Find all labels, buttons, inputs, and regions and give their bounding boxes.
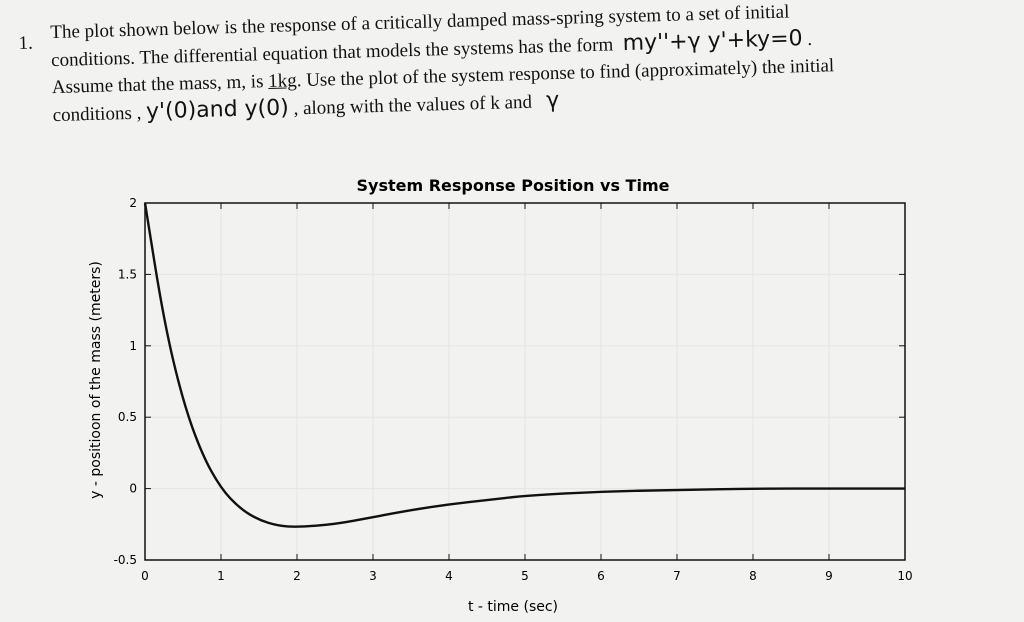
text: , along with the values of k and (288, 91, 533, 120)
y-tick-label: 0 (129, 482, 137, 496)
text: conditions , (52, 102, 142, 127)
y-tick-label: 0.5 (118, 410, 137, 424)
x-tick-label: 2 (293, 569, 301, 583)
y-tick-label: -0.5 (114, 553, 137, 567)
response-curve (143, 202, 905, 528)
x-tick-label: 1 (217, 569, 225, 583)
text: . (802, 28, 813, 51)
x-tick-label: 6 (597, 569, 605, 583)
x-tick-label: 7 (673, 569, 681, 583)
plot-frame (144, 202, 906, 561)
mass-value: 1kg (267, 70, 297, 93)
response-chart: System Response Position vs Time t - tim… (88, 176, 913, 615)
problem-statement: 1. The plot shown below is the response … (18, 0, 1021, 130)
x-tick-label: 0 (141, 569, 149, 583)
chart-title: System Response Position vs Time (357, 176, 670, 195)
x-axis-label: t - time (sec) (468, 599, 558, 615)
x-tick-label: 10 (897, 569, 912, 583)
x-tick-label: 5 (521, 569, 529, 583)
x-tick-label: 3 (369, 569, 377, 583)
initial-conditions: y'(0)and y(0) (145, 95, 290, 125)
text: Assume that the mass, m, is (51, 71, 269, 99)
problem-number: 1. (18, 32, 34, 54)
y-tick-label: 1 (129, 339, 137, 353)
y-tick-label: 2 (129, 196, 137, 210)
x-tick-label: 8 (749, 569, 757, 583)
y-axis-label: y - positioon of the mass (meters) (88, 261, 104, 499)
differential-equation: my''+γ y'+ky=0 (622, 26, 803, 57)
x-tick-label: 4 (445, 569, 453, 583)
x-tick-label: 9 (825, 569, 833, 583)
gamma-symbol: γ (545, 87, 560, 114)
y-tick-label: 1.5 (118, 267, 137, 281)
